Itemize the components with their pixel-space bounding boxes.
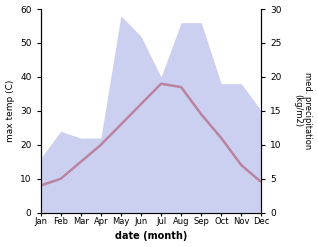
- Y-axis label: med. precipitation
(kg/m2): med. precipitation (kg/m2): [293, 72, 313, 149]
- X-axis label: date (month): date (month): [115, 231, 187, 242]
- Y-axis label: max temp (C): max temp (C): [5, 80, 15, 142]
